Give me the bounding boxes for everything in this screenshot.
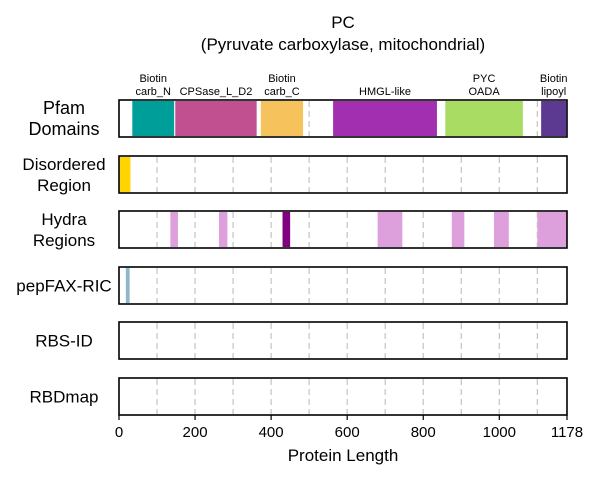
domain-bar <box>541 101 567 136</box>
track-border <box>118 321 568 360</box>
domain-bar <box>260 101 304 136</box>
domain-label: PYC <box>473 73 496 85</box>
region-bar <box>119 157 131 192</box>
track-label: Domains <box>28 119 99 139</box>
region-bar <box>377 212 403 247</box>
x-tick-label: 600 <box>335 424 360 441</box>
domain-bar <box>445 101 523 136</box>
x-tick-label: 200 <box>183 424 208 441</box>
x-tick-label: 800 <box>411 424 436 441</box>
track-border <box>118 210 568 249</box>
track-label: Disordered <box>22 155 105 174</box>
region-bar <box>282 212 291 247</box>
region-bar <box>451 212 465 247</box>
track-border <box>118 155 568 194</box>
domain-label: carb_C <box>264 86 300 98</box>
domain-label: Biotin <box>139 73 167 85</box>
track-border <box>118 266 568 305</box>
region-bar <box>219 212 228 247</box>
domain-label: carb_N <box>135 86 171 98</box>
track-pepfax: pepFAX-RIC <box>16 266 568 305</box>
track-rbsid: RBS-ID <box>35 321 568 360</box>
track-rbdmap: RBDmap <box>30 377 568 416</box>
domain-bar <box>333 101 437 136</box>
track-label: Hydra <box>41 210 87 229</box>
x-tick-label: 1000 <box>483 424 516 441</box>
track-label: RBDmap <box>30 388 99 407</box>
domain-label: Biotin <box>540 73 568 85</box>
region-bar <box>170 212 178 247</box>
track-hydra: Hydra Regions <box>33 210 568 250</box>
domain-label: CPSase_L_D2 <box>180 86 253 98</box>
x-axis: 0 200 400 600 800 1000 1178 <box>115 415 583 441</box>
track-label: Regions <box>33 231 95 250</box>
track-label: pepFAX-RIC <box>16 277 111 296</box>
domain-label: Biotin <box>268 73 296 85</box>
region-bar <box>493 212 509 247</box>
x-tick-label: 1178 <box>551 424 583 441</box>
domain-label: lipoyl <box>541 86 566 98</box>
domain-label: OADA <box>468 86 500 98</box>
track-label: Region <box>37 176 91 195</box>
x-tick-label: 0 <box>115 424 123 441</box>
x-axis-title: Protein Length <box>288 446 399 465</box>
domain-bar <box>175 101 257 136</box>
chart-title: PC <box>331 13 355 32</box>
track-border <box>118 377 568 416</box>
track-disordered: Disordered Region <box>22 155 568 195</box>
chart-subtitle: (Pyruvate carboxylase, mitochondrial) <box>201 35 485 54</box>
region-bar <box>125 268 130 303</box>
track-label: RBS-ID <box>35 332 93 351</box>
track-border <box>118 99 568 138</box>
domain-bar <box>132 101 175 136</box>
region-bar <box>537 212 567 247</box>
domain-label: HMGL-like <box>359 86 411 98</box>
track-label: Pfam <box>43 98 85 118</box>
x-tick-label: 400 <box>259 424 284 441</box>
